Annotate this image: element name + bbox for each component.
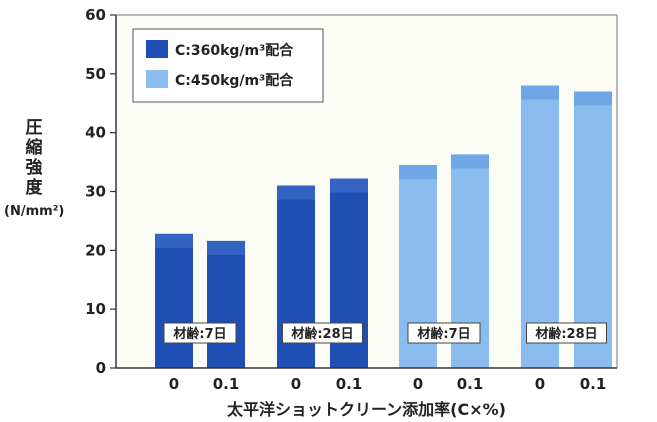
y-tick-labels: 0 10 20 30 40 50 60 bbox=[85, 6, 106, 377]
y-tick-label: 20 bbox=[85, 241, 106, 259]
y-axis-label-char: 縮 bbox=[25, 138, 43, 158]
y-tick-label: 0 bbox=[96, 359, 106, 377]
bar-top-cap bbox=[207, 240, 245, 255]
bar-top-cap bbox=[521, 85, 559, 100]
x-tick-label: 0 bbox=[535, 375, 545, 393]
x-tick-labels: 0 0.1 0 0.1 0 0.1 0 0.1 bbox=[169, 375, 607, 393]
group-label: 材齢:7日 bbox=[173, 326, 226, 342]
x-tick-label: 0.1 bbox=[457, 375, 484, 393]
y-tick-label: 30 bbox=[85, 183, 106, 201]
bar bbox=[574, 91, 612, 368]
bar-top-cap bbox=[399, 165, 437, 180]
bar-top-cap bbox=[574, 91, 612, 106]
legend-label: C:360kg/m³配合 bbox=[175, 42, 294, 59]
y-axis-label-char: 圧 bbox=[25, 118, 43, 138]
y-axis-unit: (N/mm²) bbox=[4, 204, 65, 219]
x-tick-label: 0 bbox=[291, 375, 301, 393]
legend: C:360kg/m³配合 C:450kg/m³配合 bbox=[132, 28, 324, 103]
bar-top-cap bbox=[277, 185, 315, 200]
y-tick-label: 40 bbox=[85, 124, 106, 142]
x-axis-label: 太平洋ショットクリーン添加率(C×%) bbox=[226, 400, 506, 419]
group-label: 材齢:28日 bbox=[535, 326, 597, 342]
y-axis-label-char: 強 bbox=[25, 158, 43, 178]
group-label-box bbox=[282, 322, 363, 344]
y-axis-label: 圧 縮 強 度 (N/mm²) bbox=[4, 118, 64, 219]
legend-label: C:450kg/m³配合 bbox=[175, 72, 294, 89]
group-label: 材齢:28日 bbox=[291, 326, 353, 342]
group-label-box bbox=[526, 322, 607, 344]
axes bbox=[110, 14, 618, 369]
bar bbox=[155, 233, 193, 368]
group-labels: 材齢:7日 材齢:28日 材齢:7日 材齢:28日 bbox=[163, 322, 607, 344]
bar bbox=[521, 85, 559, 368]
y-tick-label: 50 bbox=[85, 65, 106, 83]
group-label-box bbox=[407, 322, 481, 344]
y-tick-label: 60 bbox=[85, 6, 106, 24]
legend-swatch bbox=[146, 40, 168, 58]
legend-box bbox=[132, 28, 324, 103]
bar-top-cap bbox=[155, 233, 193, 248]
x-tick-label: 0 bbox=[413, 375, 423, 393]
y-axis-label-char: 度 bbox=[25, 178, 43, 198]
bar-top-cap bbox=[330, 178, 368, 193]
bar-top-cap bbox=[451, 154, 489, 169]
legend-swatch bbox=[146, 70, 168, 88]
bar bbox=[207, 240, 245, 368]
x-tick-label: 0.1 bbox=[336, 375, 363, 393]
x-tick-label: 0.1 bbox=[213, 375, 240, 393]
group-label-box bbox=[163, 322, 237, 344]
y-tick-label: 10 bbox=[85, 300, 106, 318]
group-label: 材齢:7日 bbox=[417, 326, 470, 342]
x-tick-label: 0 bbox=[169, 375, 179, 393]
x-tick-label: 0.1 bbox=[580, 375, 607, 393]
